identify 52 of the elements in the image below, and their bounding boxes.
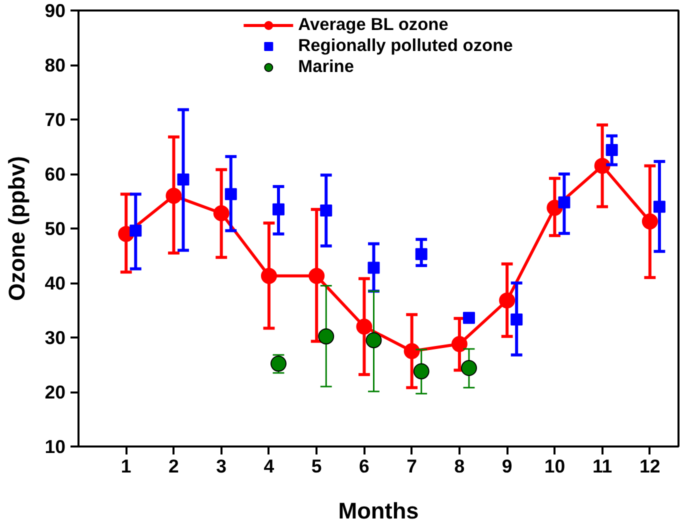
point <box>404 343 420 360</box>
x-tick-label: 1 <box>120 456 132 476</box>
legend-label: Marine <box>298 56 354 77</box>
legend-label: Average BL ozone <box>298 14 448 35</box>
point <box>415 248 428 260</box>
point <box>224 188 237 200</box>
point <box>413 363 430 380</box>
x-tick-label: 6 <box>359 456 370 476</box>
point <box>451 336 468 352</box>
point <box>368 262 380 274</box>
point <box>642 213 658 230</box>
y-tick-label: 10 <box>44 436 66 457</box>
point <box>366 332 382 348</box>
point <box>318 328 334 344</box>
point <box>653 200 666 213</box>
point <box>460 360 477 376</box>
x-tick-label: 5 <box>311 456 322 476</box>
point <box>177 173 190 186</box>
y-tick-label: 20 <box>44 382 66 402</box>
point <box>166 188 182 204</box>
point <box>130 224 142 237</box>
y-axis-title: Ozone (ppbv) <box>4 156 30 301</box>
point <box>356 318 372 335</box>
point <box>260 268 277 284</box>
y-tick-label: 30 <box>44 327 66 348</box>
y-tick-label: 70 <box>44 109 66 130</box>
x-tick-label: 9 <box>502 456 512 476</box>
x-tick-label: 4 <box>264 456 275 476</box>
point <box>499 292 516 308</box>
point <box>510 314 523 326</box>
y-tick-label: 40 <box>44 272 66 294</box>
point <box>308 268 325 284</box>
point <box>462 312 475 324</box>
y-tick-label: 50 <box>44 218 66 239</box>
point <box>558 196 570 208</box>
point <box>606 144 618 156</box>
point <box>320 204 332 217</box>
point <box>594 158 610 174</box>
x-tick-label: 8 <box>454 456 465 476</box>
point <box>272 203 284 216</box>
x-tick-label: 3 <box>216 456 227 476</box>
y-tick-label: 90 <box>44 0 66 21</box>
legend-label: Regionally polluted ozone <box>298 35 513 56</box>
y-tick-label: 80 <box>44 54 66 76</box>
x-tick-label: 2 <box>168 456 179 476</box>
point <box>213 205 230 222</box>
x-tick-label: 11 <box>592 456 612 476</box>
x-tick-label: 10 <box>544 456 566 476</box>
x-axis-title: Months <box>338 498 419 524</box>
x-tick-label: 7 <box>406 456 418 476</box>
x-tick-label: 12 <box>640 456 660 476</box>
y-tick-label: 60 <box>44 164 66 184</box>
